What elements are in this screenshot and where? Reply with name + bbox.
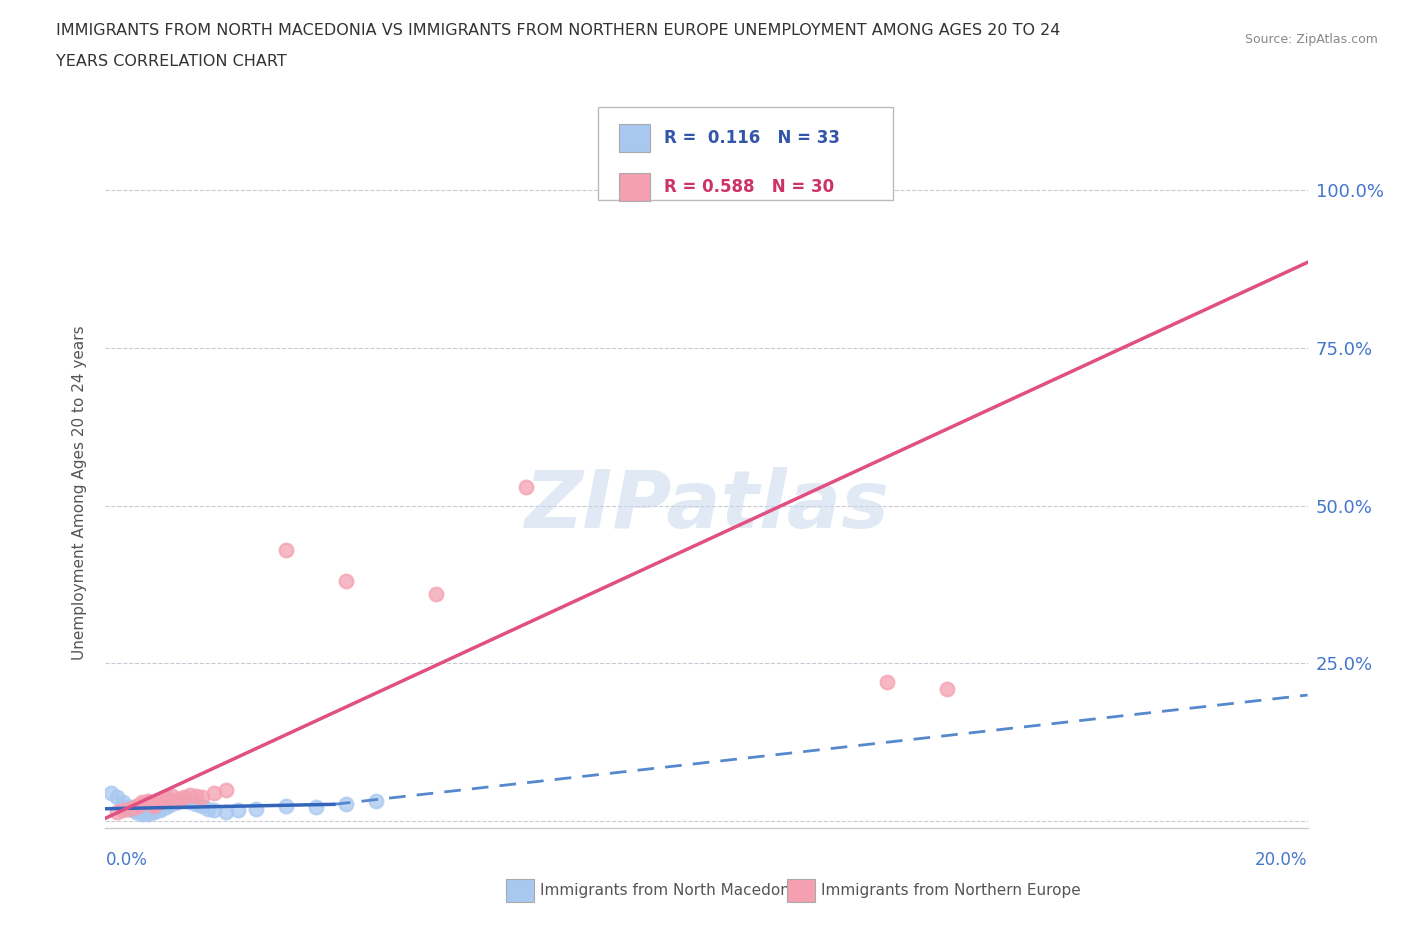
Point	[124, 800, 146, 815]
Point	[166, 795, 188, 810]
Point	[305, 800, 328, 815]
Point	[160, 796, 183, 811]
Point	[118, 800, 141, 815]
Text: IMMIGRANTS FROM NORTH MACEDONIA VS IMMIGRANTS FROM NORTHERN EUROPE UNEMPLOYMENT : IMMIGRANTS FROM NORTH MACEDONIA VS IMMIG…	[56, 23, 1060, 38]
Point	[142, 798, 165, 813]
Point	[179, 788, 201, 803]
Text: R =  0.116   N = 33: R = 0.116 N = 33	[664, 128, 839, 147]
Point	[124, 798, 146, 813]
Point	[274, 798, 297, 813]
Point	[131, 796, 153, 811]
Point	[214, 782, 236, 797]
Point	[112, 798, 135, 813]
Text: Immigrants from North Macedonia: Immigrants from North Macedonia	[540, 884, 803, 898]
Point	[515, 479, 537, 494]
Text: ZIPatlas: ZIPatlas	[524, 467, 889, 545]
Point	[148, 793, 170, 808]
Point	[107, 804, 129, 819]
Point	[155, 790, 177, 804]
Point	[166, 791, 188, 806]
Point	[197, 802, 219, 817]
Text: Immigrants from Northern Europe: Immigrants from Northern Europe	[821, 884, 1081, 898]
Point	[142, 804, 165, 819]
Point	[148, 802, 170, 817]
Point	[335, 574, 357, 589]
Point	[202, 786, 225, 801]
Point	[184, 789, 207, 804]
Point	[190, 798, 212, 813]
Point	[335, 796, 357, 811]
Point	[160, 789, 183, 804]
Text: YEARS CORRELATION CHART: YEARS CORRELATION CHART	[56, 54, 287, 69]
Point	[876, 675, 898, 690]
Point	[136, 795, 159, 810]
Point	[131, 805, 153, 820]
Point	[118, 802, 141, 817]
Point	[274, 542, 297, 557]
Point	[142, 796, 165, 811]
Text: Source: ZipAtlas.com: Source: ZipAtlas.com	[1244, 33, 1378, 46]
Point	[425, 587, 447, 602]
Point	[118, 802, 141, 817]
Text: 0.0%: 0.0%	[105, 851, 148, 870]
Point	[142, 804, 165, 818]
Point	[107, 790, 129, 804]
Point	[155, 800, 177, 815]
Point	[131, 795, 153, 810]
Point	[214, 804, 236, 819]
Point	[136, 805, 159, 820]
Point	[936, 682, 959, 697]
Point	[155, 798, 177, 813]
Point	[124, 804, 146, 819]
Point	[173, 793, 195, 808]
Point	[245, 802, 267, 817]
Point	[179, 795, 201, 810]
Point	[155, 791, 177, 806]
Point	[148, 803, 170, 817]
Point	[136, 806, 159, 821]
Point	[364, 793, 387, 808]
Point	[112, 803, 135, 817]
Point	[131, 806, 153, 821]
Point	[124, 803, 146, 817]
Point	[148, 795, 170, 810]
Text: R = 0.588   N = 30: R = 0.588 N = 30	[664, 178, 834, 196]
Text: 20.0%: 20.0%	[1256, 851, 1308, 870]
Point	[190, 790, 212, 804]
Point	[112, 795, 135, 810]
Point	[202, 803, 225, 817]
Point	[226, 803, 249, 817]
Point	[166, 793, 188, 808]
Point	[136, 793, 159, 808]
Point	[173, 790, 195, 804]
Point	[184, 796, 207, 811]
Point	[100, 786, 122, 801]
Y-axis label: Unemployment Among Ages 20 to 24 years: Unemployment Among Ages 20 to 24 years	[72, 326, 87, 660]
